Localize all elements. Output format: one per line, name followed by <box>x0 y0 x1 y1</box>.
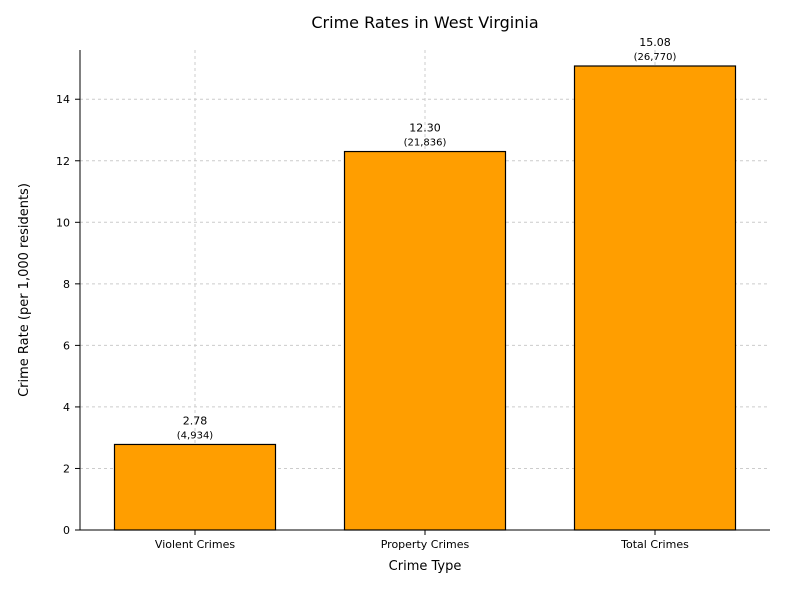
y-tick-label: 2 <box>63 462 70 475</box>
bar-chart: 0 2 4 6 8 10 12 14 2.78 (4,934) Violent Crimes 12.3… <box>0 0 800 597</box>
y-tick-label: 0 <box>63 524 70 537</box>
y-tick-label: 12 <box>56 155 70 168</box>
y-tick-label: 6 <box>63 339 70 352</box>
chart-title: Crime Rates in West Virginia <box>311 13 538 32</box>
y-tick-label: 8 <box>63 278 70 291</box>
y-tick-label: 14 <box>56 93 70 106</box>
bar-value-label: 12.30 <box>409 122 441 135</box>
bar <box>345 152 506 530</box>
x-tick-label: Property Crimes <box>381 538 470 551</box>
y-axis-label: Crime Rate (per 1,000 residents) <box>17 183 32 397</box>
bar-value-label: 2.78 <box>183 414 208 427</box>
y-tick-label: 4 <box>63 401 70 414</box>
bar <box>575 66 736 530</box>
x-axis-label: Crime Type <box>389 559 462 574</box>
bar-count-label: (4,934) <box>177 430 214 441</box>
bar-count-label: (26,770) <box>634 52 677 63</box>
x-tick-label: Total Crimes <box>620 538 689 551</box>
y-tick-label: 10 <box>56 216 70 229</box>
x-tick-label: Violent Crimes <box>155 538 235 551</box>
bar <box>115 444 276 530</box>
bar-count-label: (21,836) <box>404 138 447 149</box>
bar-value-label: 15.08 <box>639 36 671 49</box>
chart-container: 0 2 4 6 8 10 12 14 2.78 (4,934) Violent Crimes 12.3… <box>0 0 800 597</box>
